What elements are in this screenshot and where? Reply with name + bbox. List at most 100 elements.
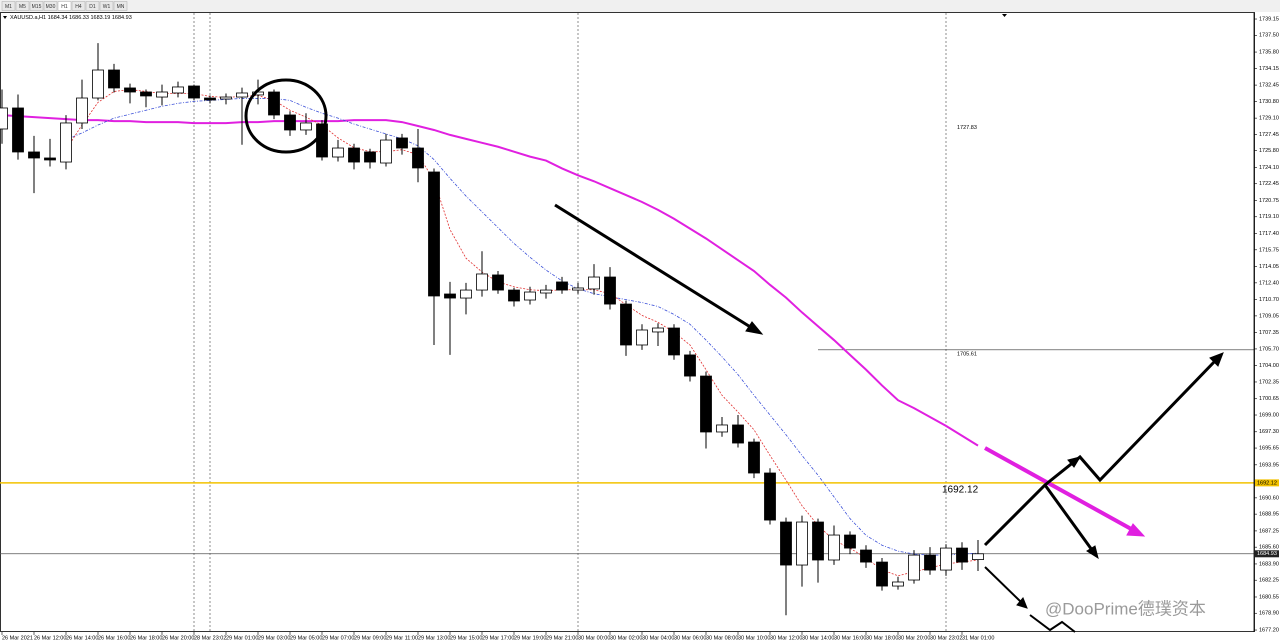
y-tick-label: 1683.90 bbox=[1259, 561, 1279, 567]
timeframe-button[interactable] bbox=[113, 1, 128, 11]
candle-body bbox=[572, 287, 584, 291]
candle-body bbox=[76, 97, 88, 124]
x-tick-label: 26 Mar 14:00 bbox=[66, 635, 98, 641]
candle-body bbox=[892, 581, 904, 587]
y-tick-label: 1697.30 bbox=[1259, 429, 1279, 435]
timeframe-button[interactable] bbox=[29, 1, 44, 11]
timeframe-label[interactable]: D1 bbox=[89, 4, 96, 10]
timeframe-label[interactable]: M30 bbox=[46, 4, 56, 10]
candle-body bbox=[108, 69, 120, 89]
x-tick-label: 29 Mar 05:00 bbox=[290, 635, 322, 641]
y-tick-label: 1680.55 bbox=[1259, 594, 1279, 600]
timeframe-label[interactable]: H1 bbox=[61, 4, 68, 10]
candle-body bbox=[460, 289, 472, 299]
candle-body bbox=[604, 276, 616, 305]
x-tick-label: 30 Mar 20:00 bbox=[898, 635, 930, 641]
y-tick-label: 1714.05 bbox=[1259, 264, 1279, 270]
level-note: 1727.83 bbox=[957, 125, 977, 131]
x-tick-label: 30 Mar 10:00 bbox=[738, 635, 770, 641]
toolbar bbox=[0, 0, 1280, 12]
candle-body bbox=[332, 147, 344, 158]
candle-body bbox=[444, 293, 456, 299]
y-tick-label: 1687.25 bbox=[1259, 528, 1279, 534]
timeframe-label[interactable]: W1 bbox=[103, 4, 111, 10]
y-tick-label: 1699.00 bbox=[1259, 412, 1279, 418]
symbol: XAUUSD.a,H1 bbox=[10, 15, 46, 21]
candle-body bbox=[796, 521, 808, 566]
timeframe-button[interactable] bbox=[85, 1, 100, 11]
x-tick-label: 30 Mar 06:00 bbox=[674, 635, 706, 641]
header-arrow bbox=[3, 16, 7, 19]
candle-body bbox=[828, 534, 840, 561]
candle-body bbox=[412, 147, 424, 169]
x-tick-label: 29 Mar 09:00 bbox=[354, 635, 386, 641]
candle-body bbox=[236, 92, 248, 98]
timeframe-label[interactable]: MN bbox=[117, 4, 125, 10]
y-tick-label: 1739.15 bbox=[1259, 16, 1279, 22]
timeframe-label[interactable]: M15 bbox=[32, 4, 42, 10]
x-tick-label: 30 Mar 02:00 bbox=[610, 635, 642, 641]
candle-body bbox=[220, 96, 232, 100]
support-axis-box bbox=[1255, 479, 1279, 487]
candle-body bbox=[60, 122, 72, 163]
y-tick-label: 1685.60 bbox=[1259, 545, 1279, 551]
y-tick-label: 1732.45 bbox=[1259, 83, 1279, 89]
moving-average bbox=[65, 98, 979, 556]
candle-body bbox=[204, 97, 216, 101]
y-tick-label: 1737.50 bbox=[1259, 33, 1279, 39]
candle-body bbox=[172, 86, 184, 94]
x-tick-label: 30 Mar 00:00 bbox=[578, 635, 610, 641]
arrow-head bbox=[1126, 523, 1146, 537]
candle-body bbox=[972, 553, 984, 561]
x-tick-label: 26 Mar 2021 bbox=[2, 635, 33, 641]
candle-body bbox=[476, 273, 488, 291]
candle-body bbox=[124, 87, 136, 93]
candle-body bbox=[748, 441, 760, 474]
x-tick-label: 30 Mar 16:00 bbox=[834, 635, 866, 641]
candle-body bbox=[860, 549, 872, 563]
timeframe-button[interactable] bbox=[71, 1, 86, 11]
candle-body bbox=[284, 114, 296, 131]
header-low: 1683.19 bbox=[90, 15, 110, 21]
timeframe-label[interactable]: M5 bbox=[19, 4, 26, 10]
x-tick-label: 29 Mar 01:00 bbox=[226, 635, 258, 641]
timeframe-label[interactable]: H4 bbox=[75, 4, 82, 10]
candle-body bbox=[556, 281, 568, 291]
y-tick-label: 1702.35 bbox=[1259, 379, 1279, 385]
chart-header: XAUUSD.a,H1 1684.34 1686.33 1683.19 1684… bbox=[10, 15, 132, 21]
support-label: 1692.12 bbox=[942, 485, 979, 496]
timeframe-label[interactable]: M1 bbox=[5, 4, 12, 10]
timeframe-button[interactable] bbox=[57, 1, 72, 11]
candle-body bbox=[28, 151, 40, 159]
y-tick-label: 1715.75 bbox=[1259, 247, 1279, 253]
projection-arrow bbox=[984, 446, 1134, 532]
timeframe-button[interactable] bbox=[99, 1, 114, 11]
timeframe-button[interactable] bbox=[43, 1, 58, 11]
y-tick-label: 1712.40 bbox=[1259, 280, 1279, 286]
candle-body bbox=[780, 521, 792, 566]
y-tick-label: 1727.45 bbox=[1259, 132, 1279, 138]
shift-marker bbox=[1002, 14, 1007, 17]
y-tick-label: 1717.40 bbox=[1259, 231, 1279, 237]
candle-body bbox=[876, 561, 888, 587]
last-price-box bbox=[1255, 550, 1279, 558]
candle-body bbox=[668, 327, 680, 356]
timeframe-button[interactable] bbox=[1, 1, 16, 11]
x-tick-label: 29 Mar 13:00 bbox=[418, 635, 450, 641]
x-tick-label: 29 Mar 11:00 bbox=[386, 635, 418, 641]
y-tick-label: 1704.00 bbox=[1259, 363, 1279, 369]
y-tick-label: 1729.10 bbox=[1259, 116, 1279, 122]
y-tick-label: 1700.65 bbox=[1259, 396, 1279, 402]
candle-body bbox=[348, 147, 360, 163]
candle-body bbox=[956, 547, 968, 563]
scenario-arrow bbox=[1043, 484, 1094, 551]
resistance-label: 1705.61 bbox=[957, 351, 977, 357]
candle-body bbox=[844, 534, 856, 549]
timeframe-button[interactable] bbox=[15, 1, 30, 11]
y-tick-label: 1710.70 bbox=[1259, 297, 1279, 303]
x-tick-label: 30 Mar 04:00 bbox=[642, 635, 674, 641]
circle-mark bbox=[244, 78, 328, 154]
y-tick-label: 1678.90 bbox=[1259, 611, 1279, 617]
